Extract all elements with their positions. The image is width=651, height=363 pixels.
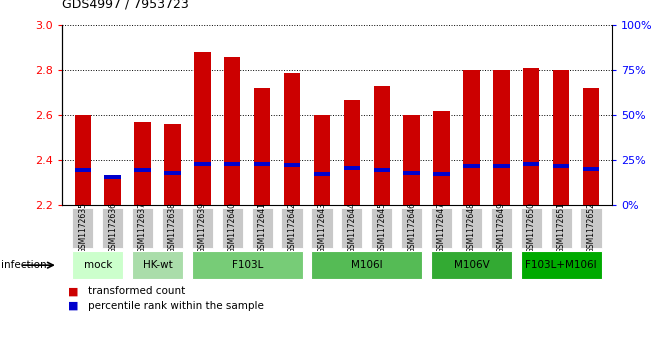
Text: GSM1172652: GSM1172652 (587, 202, 596, 253)
Text: GSM1172635: GSM1172635 (78, 202, 87, 253)
Bar (553, 70, 570, 205)
Bar (341, 208, 363, 248)
Text: GSM1172639: GSM1172639 (198, 202, 207, 253)
Bar (164, 124, 181, 205)
Text: F103L+M106I: F103L+M106I (525, 260, 597, 270)
Bar (132, 208, 153, 248)
Bar (434, 111, 450, 205)
Text: GSM1172644: GSM1172644 (348, 202, 356, 253)
Text: M106I: M106I (351, 260, 383, 270)
Text: GSM1172647: GSM1172647 (437, 202, 446, 253)
Bar (551, 208, 572, 248)
Bar (75, 115, 91, 205)
Bar (491, 208, 512, 248)
Bar (281, 208, 303, 248)
Bar (102, 208, 123, 248)
Bar (523, 68, 540, 205)
Bar (344, 99, 360, 205)
Text: M106V: M106V (454, 260, 490, 270)
Text: GSM1172646: GSM1172646 (407, 202, 416, 253)
Text: GSM1172637: GSM1172637 (138, 202, 147, 253)
Bar (464, 164, 480, 168)
Bar (464, 70, 480, 205)
Bar (164, 171, 181, 175)
Text: GSM1172643: GSM1172643 (318, 202, 326, 253)
Bar (404, 115, 420, 205)
Bar (134, 122, 151, 205)
Text: GSM1172636: GSM1172636 (108, 202, 117, 253)
Text: GSM1172640: GSM1172640 (228, 202, 237, 253)
Bar (401, 208, 422, 248)
Bar (311, 251, 422, 280)
Bar (434, 172, 450, 176)
Bar (254, 162, 270, 166)
Bar (224, 162, 240, 166)
Text: ■: ■ (68, 301, 79, 311)
Text: GSM1172649: GSM1172649 (497, 202, 506, 253)
Bar (431, 208, 452, 248)
Bar (374, 86, 390, 205)
Bar (521, 251, 602, 280)
Bar (254, 88, 270, 205)
Text: GDS4997 / 7953723: GDS4997 / 7953723 (62, 0, 189, 11)
Bar (192, 208, 213, 248)
Bar (194, 162, 210, 166)
Bar (104, 175, 121, 179)
Text: ■: ■ (68, 286, 79, 297)
Bar (162, 208, 183, 248)
Bar (431, 251, 512, 280)
Bar (132, 251, 183, 280)
Bar (284, 163, 300, 167)
Text: GSM1172645: GSM1172645 (377, 202, 386, 253)
Bar (194, 52, 210, 205)
Bar (493, 70, 510, 205)
Bar (344, 166, 360, 170)
Bar (583, 167, 599, 171)
Text: GSM1172641: GSM1172641 (258, 202, 267, 253)
Bar (521, 208, 542, 248)
Bar (72, 208, 93, 248)
Bar (311, 208, 333, 248)
Text: GSM1172651: GSM1172651 (557, 202, 566, 253)
Bar (72, 251, 123, 280)
Bar (75, 168, 91, 172)
Text: F103L: F103L (232, 260, 263, 270)
Text: GSM1172648: GSM1172648 (467, 202, 476, 253)
Bar (404, 171, 420, 175)
Text: GSM1172638: GSM1172638 (168, 202, 177, 253)
Bar (221, 208, 243, 248)
Bar (523, 162, 540, 166)
Text: transformed count: transformed count (88, 286, 185, 297)
Text: infection: infection (1, 260, 46, 270)
Text: percentile rank within the sample: percentile rank within the sample (88, 301, 264, 311)
Bar (284, 73, 300, 205)
Bar (553, 164, 570, 168)
Bar (314, 115, 330, 205)
Bar (251, 208, 273, 248)
Bar (192, 251, 303, 280)
Bar (493, 164, 510, 168)
Bar (581, 208, 602, 248)
Bar (461, 208, 482, 248)
Bar (224, 57, 240, 205)
Text: HK-wt: HK-wt (143, 260, 173, 270)
Text: mock: mock (83, 260, 112, 270)
Bar (374, 168, 390, 172)
Bar (314, 172, 330, 176)
Text: GSM1172642: GSM1172642 (288, 202, 297, 253)
Bar (583, 88, 599, 205)
Bar (371, 208, 393, 248)
Text: GSM1172650: GSM1172650 (527, 202, 536, 253)
Bar (134, 168, 151, 172)
Bar (104, 178, 121, 205)
